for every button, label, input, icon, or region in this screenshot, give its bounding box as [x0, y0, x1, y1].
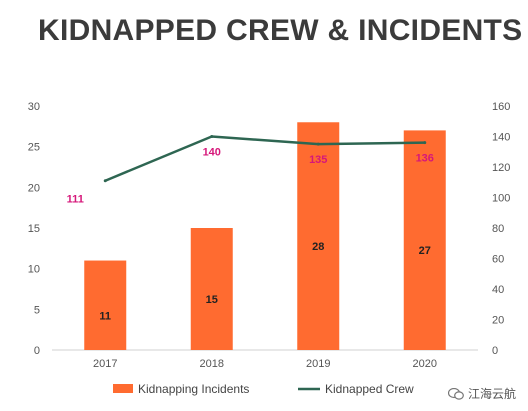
y-left-tick-label: 0	[34, 345, 40, 357]
line-point	[210, 135, 214, 138]
y-left-tick-label: 25	[28, 142, 40, 154]
watermark: 江海云航	[443, 384, 520, 403]
line-point	[103, 179, 107, 183]
y-right-tick-label: 0	[492, 345, 498, 357]
y-left-tick-label: 30	[28, 101, 40, 113]
bar	[190, 228, 233, 350]
legend-label-line: Kidnapped Crew	[325, 382, 414, 396]
line-path	[104, 135, 425, 182]
y-right-tick-label: 160	[492, 101, 510, 113]
line-point	[316, 142, 320, 146]
bar-data-label: 11	[99, 310, 111, 322]
line-data-label: 135	[309, 154, 327, 166]
line-data-label: 111	[67, 194, 84, 206]
y-right-tick-label: 100	[492, 193, 510, 205]
line-data-label: 140	[203, 147, 221, 159]
line-data-label: 136	[416, 153, 434, 165]
y-left-tick-label: 15	[28, 223, 40, 235]
y-right-tick-label: 40	[492, 284, 504, 296]
legend: Kidnapping Incidents Kidnapped Crew	[113, 382, 414, 396]
bar	[403, 130, 446, 350]
line-series: 111 140 135 136	[67, 135, 434, 206]
x-tick-label: 2017	[93, 358, 117, 370]
bar-data-label: 15	[206, 294, 218, 306]
bar-data-label: 27	[419, 245, 431, 257]
x-tick-label: 2019	[306, 358, 330, 370]
bar	[297, 122, 340, 351]
y-left-tick-label: 5	[34, 304, 40, 316]
x-tick-label: 2020	[413, 358, 437, 370]
x-tick-label: 2018	[200, 358, 224, 370]
y-right-tick-label: 20	[492, 315, 504, 327]
bar-series: 11 15 28 27	[84, 122, 446, 351]
y-right-tick-label: 120	[492, 162, 510, 174]
axes: 0 5 10 15 20 25 30 0 20 40 60 80 100 120 140 160 2017 201…	[28, 101, 511, 370]
y-right-tick-label: 80	[492, 223, 504, 235]
watermark-text: 江海云航	[467, 387, 516, 401]
bar-data-label: 28	[312, 241, 324, 253]
wechat-icon	[447, 387, 464, 400]
line-point	[423, 141, 427, 145]
y-right-tick-label: 60	[492, 254, 504, 266]
bar	[84, 260, 127, 350]
chart-title: KIDNAPPED CREW & INCIDENTS	[38, 14, 523, 47]
legend-swatch-bar	[113, 384, 133, 393]
y-right-tick-label: 140	[492, 132, 510, 144]
y-left-tick-label: 20	[28, 182, 40, 194]
y-left-tick-label: 10	[28, 264, 40, 276]
legend-label-bar: Kidnapping Incidents	[138, 382, 249, 396]
